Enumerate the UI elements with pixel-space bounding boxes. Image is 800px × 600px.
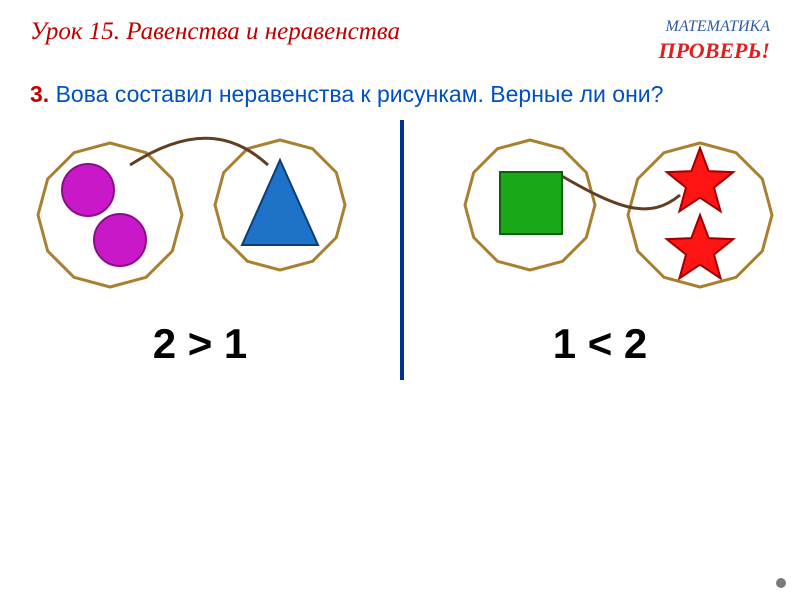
connector-line [130, 138, 268, 165]
question-text: Вова составил неравенства к рисункам. Ве… [56, 81, 664, 107]
question: 3. Вова составил неравенства к рисункам.… [0, 72, 800, 110]
star-shape [667, 148, 734, 211]
footer-dot-icon [776, 578, 786, 588]
question-number: 3. [30, 81, 49, 107]
triangle-shape [242, 160, 318, 245]
circle-shape [94, 214, 146, 266]
connector-line [560, 175, 680, 209]
check-label: ПРОВЕРЬ! [659, 38, 770, 64]
diagram-area: 2 > 1 1 < 2 [0, 120, 800, 400]
comparisons: 2 > 1 1 < 2 [0, 320, 800, 368]
header-right: МАТЕМАТИКА ПРОВЕРЬ! [659, 18, 770, 64]
square-shape [500, 172, 562, 234]
header: Урок 15. Равенства и неравенства МАТЕМАТ… [0, 0, 800, 72]
left-comparison: 2 > 1 [153, 320, 248, 368]
lesson-title: Урок 15. Равенства и неравенства [30, 18, 400, 46]
star-shape [667, 215, 734, 278]
right-comparison: 1 < 2 [553, 320, 648, 368]
circle-shape [62, 164, 114, 216]
subject-label: МАТЕМАТИКА [659, 18, 770, 36]
